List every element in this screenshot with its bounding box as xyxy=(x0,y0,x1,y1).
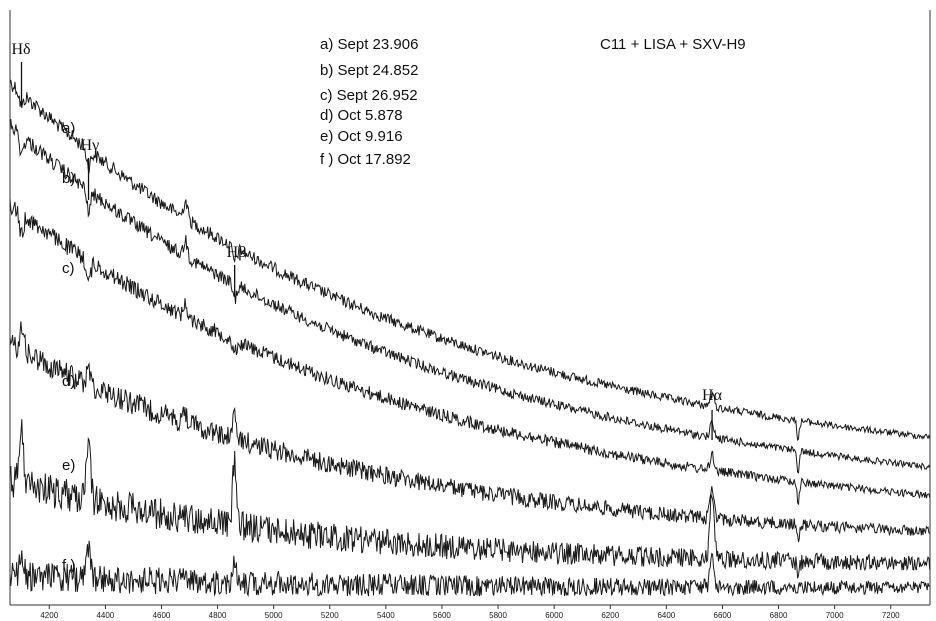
x-tick-label: 6800 xyxy=(770,611,788,620)
series-label-4: d) xyxy=(62,373,75,390)
spectrum-trace-2 xyxy=(9,118,931,474)
x-tick-label: 4200 xyxy=(40,611,58,620)
chart-title: C11 + LISA + SXV-H9 xyxy=(600,36,746,53)
spectra-traces xyxy=(9,79,931,598)
x-tick-label: 6000 xyxy=(545,611,563,620)
spectrum-trace-1 xyxy=(9,79,931,441)
spectrum-trace-4 xyxy=(9,321,931,543)
x-tick-label: 7000 xyxy=(826,611,844,620)
x-axis xyxy=(9,10,931,606)
spectrum-trace-3 xyxy=(9,198,931,505)
series-label-5: e) xyxy=(62,457,75,474)
x-tick-labels: 4200 4400 4600 4800 5000 5200 5400 5600 5800 6000… xyxy=(40,605,900,620)
legend-entry-f: f ) Oct 17.892 xyxy=(320,151,411,168)
x-tick-label: 5600 xyxy=(433,611,451,620)
x-tick-label: 4400 xyxy=(96,611,114,620)
spectrum-trace-6 xyxy=(9,540,930,598)
legend-entry-c: c) Sept 26.952 xyxy=(320,87,418,104)
x-tick-label: 4600 xyxy=(153,611,171,620)
x-tick-label: 6200 xyxy=(601,611,619,620)
series-label-3: c) xyxy=(62,260,75,277)
series-labels: a) b) c) d) e) f ) xyxy=(62,120,75,574)
line-label-Hd: Hδ xyxy=(12,41,31,58)
x-tick-label: 5400 xyxy=(377,611,395,620)
line-label-Hb: Hβ xyxy=(227,244,247,261)
series-label-6: f ) xyxy=(62,557,75,574)
x-tick-label: 7200 xyxy=(882,611,900,620)
spectrum-trace-5 xyxy=(9,419,931,579)
legend-entry-d: d) Oct 5.878 xyxy=(320,107,403,124)
x-tick-label: 5000 xyxy=(265,611,283,620)
legend-entry-e: e) Oct 9.916 xyxy=(320,128,403,145)
legend: a) Sept 23.906 b) Sept 24.852 c) Sept 26… xyxy=(320,36,418,168)
line-label-Hg: Hγ xyxy=(81,137,100,154)
x-tick-label: 6400 xyxy=(657,611,675,620)
spectral-line-markers: Hδ Hγ Hβ Hα xyxy=(12,41,723,440)
x-tick-label: 5200 xyxy=(321,611,339,620)
x-tick-label: 6600 xyxy=(714,611,732,620)
legend-entry-b: b) Sept 24.852 xyxy=(320,62,418,79)
series-label-2: b) xyxy=(62,170,75,187)
legend-entry-a: a) Sept 23.906 xyxy=(320,36,418,53)
x-tick-label: 4800 xyxy=(209,611,227,620)
line-label-Ha: Hα xyxy=(702,387,723,404)
series-label-1: a) xyxy=(62,120,75,137)
x-tick-label: 5800 xyxy=(489,611,507,620)
